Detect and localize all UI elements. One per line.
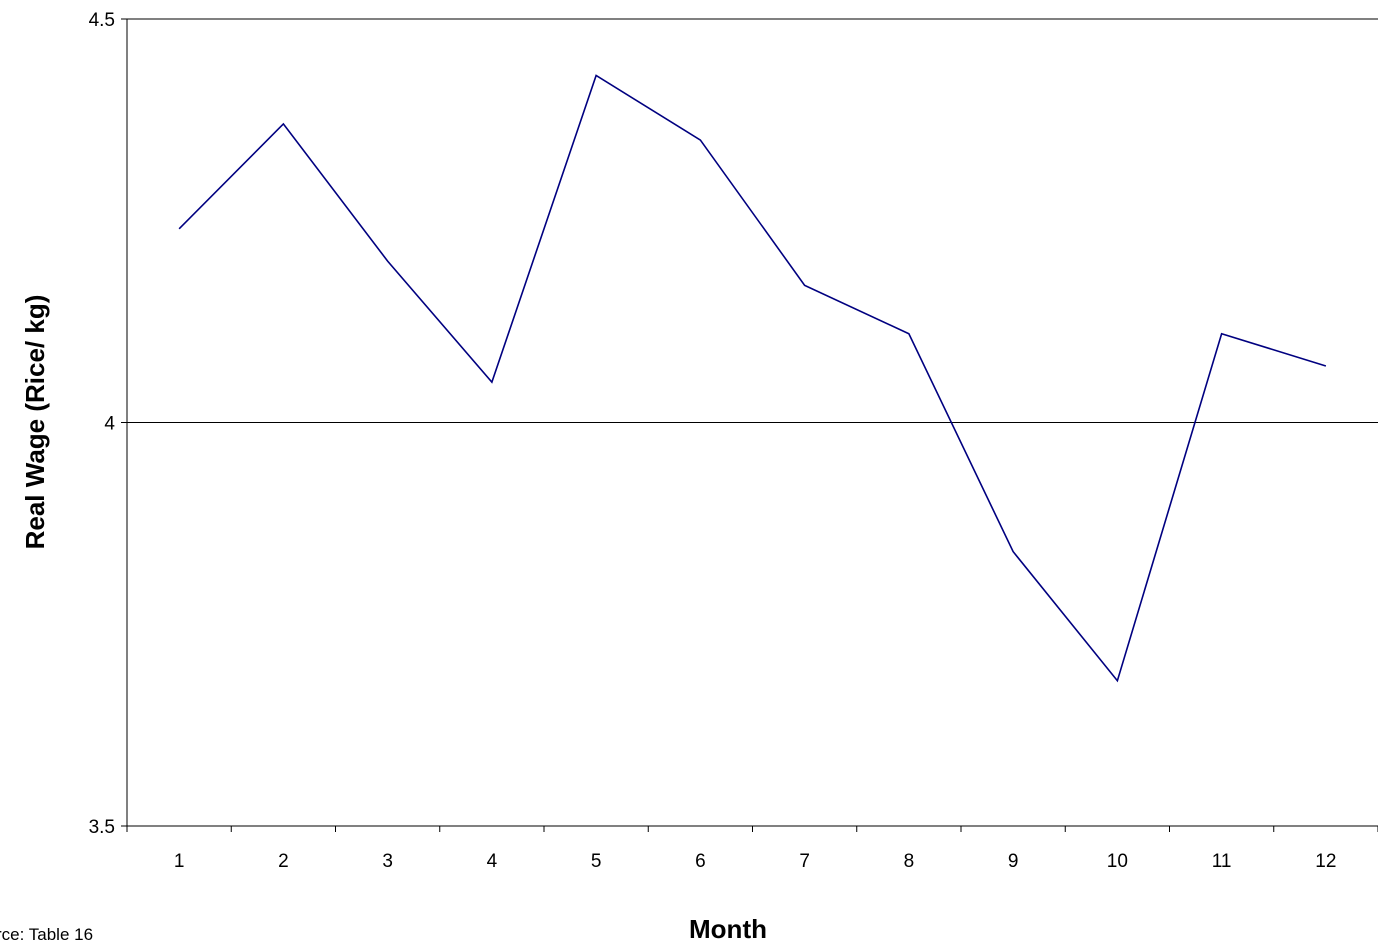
x-tick-label: 6 xyxy=(695,851,706,872)
x-tick-label: 5 xyxy=(591,851,602,872)
x-tick-label: 11 xyxy=(1212,851,1232,872)
x-tick-label: 4 xyxy=(487,851,498,872)
x-tick-label: 12 xyxy=(1315,851,1336,872)
y-axis-ticks: 3.5 4 4.5 xyxy=(89,10,127,838)
x-tick-label: 10 xyxy=(1107,851,1128,872)
series-line xyxy=(178,74,1327,683)
source-note: rce: Table 16 xyxy=(0,925,93,944)
y-tick-label: 3.5 xyxy=(89,817,115,838)
y-axis-title: Real Wage (Rice/ kg) xyxy=(20,295,50,550)
x-tick-label: 9 xyxy=(1008,851,1019,872)
x-tick-label: 8 xyxy=(904,851,915,872)
x-tick-label: 3 xyxy=(382,851,393,872)
gridlines xyxy=(127,18,1378,423)
x-tick-label: 7 xyxy=(799,851,810,872)
x-tick-label: 2 xyxy=(278,851,289,872)
y-tick-label: 4.5 xyxy=(89,10,115,31)
x-tick-label: 1 xyxy=(174,851,185,872)
x-axis-title: Month xyxy=(689,914,767,944)
x-axis-ticks: 1 2 3 4 5 6 7 8 9 10 11 12 xyxy=(126,826,1378,872)
y-tick-label: 4 xyxy=(104,414,115,435)
